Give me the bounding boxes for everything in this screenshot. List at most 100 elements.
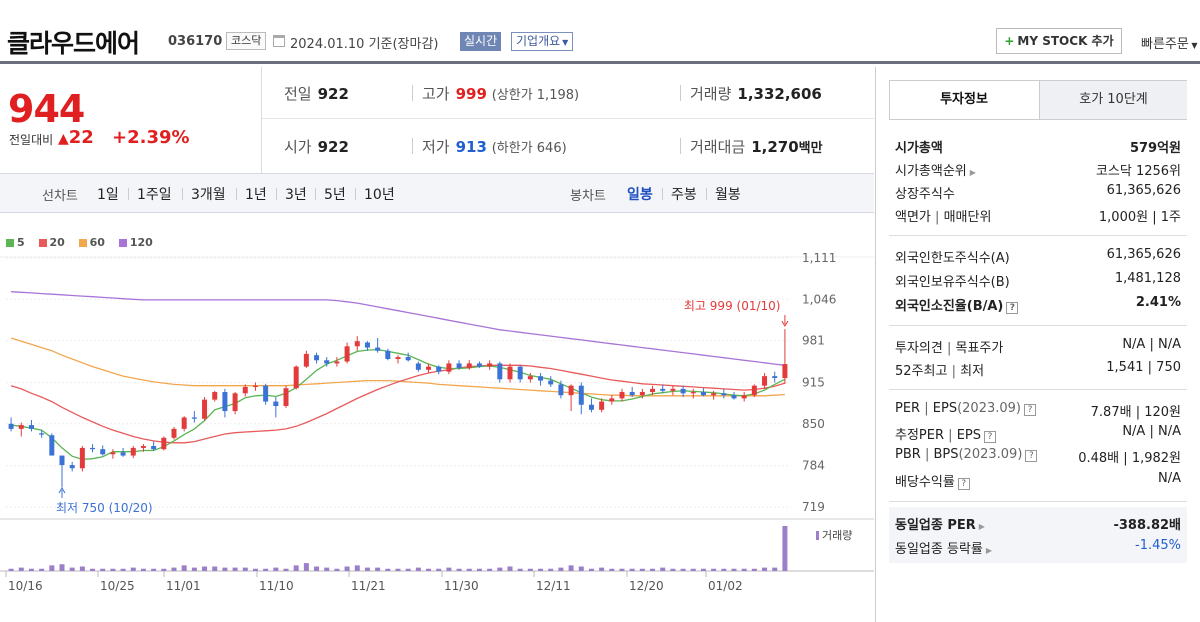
candle-weekly[interactable]: 주봉	[671, 187, 697, 203]
volume-bar	[28, 568, 34, 571]
volume-bar	[487, 568, 493, 571]
divider	[355, 188, 356, 200]
candle-body	[151, 446, 157, 450]
info-key-text: 추정PER	[895, 428, 945, 443]
volume-bar	[222, 567, 228, 571]
volume-bar	[334, 568, 340, 571]
candle-body	[772, 376, 778, 379]
info-value: N/A | N/A	[1122, 424, 1181, 439]
volume-bar	[619, 568, 625, 571]
candle-body	[8, 423, 14, 429]
volume-bar	[751, 568, 757, 571]
volume-bar	[405, 568, 411, 571]
volume-bar	[395, 568, 401, 571]
candle-body	[212, 392, 218, 400]
info-key-date: (2023.09)	[958, 447, 1023, 462]
info-key: PER | EPS(2023.09)?	[895, 401, 1036, 416]
info-value-text: 750	[1156, 360, 1181, 375]
help-icon[interactable]: ?	[1006, 302, 1019, 314]
info-row[interactable]: 동일업종 등락률 ▶ -1.45%	[895, 538, 1181, 560]
period-3y[interactable]: 3년	[285, 187, 307, 203]
period-1w[interactable]: 1주일	[137, 187, 172, 203]
info-value-text: N/A	[1122, 337, 1146, 352]
period-10y[interactable]: 10년	[364, 187, 395, 203]
x-tick-label: 12/20	[629, 579, 664, 593]
divider	[889, 325, 1187, 326]
candle-body	[527, 376, 533, 380]
candle-body	[232, 393, 238, 412]
plus-icon: +	[1004, 34, 1015, 48]
volume-bar	[69, 567, 75, 571]
candle-body	[130, 447, 136, 456]
info-value: 61,365,626	[1106, 247, 1181, 262]
info-row: PBR | BPS(2023.09)? 0.48배 | 1,982원	[895, 447, 1181, 469]
volume-bar	[426, 568, 432, 571]
volume-bar	[578, 566, 584, 571]
volume-bar	[90, 568, 96, 571]
add-my-stock-button[interactable]: + MY STOCK 추가	[996, 28, 1122, 54]
info-value: 코스닥 1256위	[1095, 164, 1181, 179]
candle-body	[90, 447, 96, 450]
tab-order-book[interactable]: 호가 10단계	[1039, 81, 1187, 119]
volume-bar	[252, 568, 258, 571]
stat-label: 시가	[284, 138, 312, 156]
candle-daily[interactable]: 일봉	[627, 187, 653, 203]
candle-body	[660, 388, 666, 391]
info-key-text: 동일업종 등락률	[895, 542, 983, 557]
low-annotation: 최저 750 (10/20)	[56, 501, 153, 515]
volume-bar	[568, 565, 574, 571]
lower-limit: (하한가 646)	[491, 141, 567, 156]
info-value: 2.41%	[1135, 295, 1181, 310]
info-key: 외국인소진율(B/A)?	[895, 295, 1019, 314]
tab-invest-info[interactable]: 투자정보	[890, 81, 1038, 119]
help-icon[interactable]: ?	[1025, 450, 1038, 462]
stats-row: 전일 922 고가 999 (상한가 1,198) 거래량 1,332,606	[262, 67, 874, 119]
volume-bar	[711, 568, 717, 571]
amount-stat: 거래대금 1,270백만	[690, 136, 823, 157]
stat-label: 거래대금	[690, 138, 746, 156]
legend-ma120: 120	[118, 236, 153, 249]
info-key: 동일업종 등락률 ▶	[895, 538, 992, 557]
info-row[interactable]: 시가총액순위 ▶ 코스닥 1256위	[895, 160, 1181, 182]
x-tick-label: 11/01	[166, 579, 201, 593]
calendar-icon	[273, 35, 285, 47]
candle-body	[385, 350, 391, 359]
period-1d[interactable]: 1일	[97, 187, 119, 203]
candle-body	[344, 346, 350, 362]
period-3m[interactable]: 3개월	[191, 187, 226, 203]
volume-bar	[517, 568, 523, 571]
company-overview-dropdown[interactable]: 기업개요 ▼	[511, 32, 574, 51]
candle-body	[59, 455, 65, 466]
candle-body	[690, 392, 696, 394]
candle-body	[517, 366, 523, 380]
live-button[interactable]: 실시간	[460, 32, 502, 51]
info-key: 시가총액	[895, 141, 943, 156]
caret-down-icon: ▼	[1188, 41, 1198, 50]
change-value: ▲22	[58, 127, 94, 148]
volume-bar	[18, 567, 24, 571]
candle-body	[731, 395, 737, 399]
volume-bar	[151, 568, 157, 571]
candle-body	[609, 398, 615, 402]
chart-period-bar: 선차트 1일 1주일 3개월 1년 3년 5년 10년 봉차트 일봉 주봉 월봉	[0, 173, 874, 213]
info-value: 1,481,128	[1114, 271, 1181, 286]
info-key-text: EPS	[932, 401, 958, 416]
period-5y[interactable]: 5년	[324, 187, 346, 203]
quick-order-dropdown[interactable]: 빠른주문 ▼	[1141, 33, 1198, 52]
volume-stat: 거래량 1,332,606	[690, 83, 822, 104]
candle-body	[18, 425, 24, 429]
help-icon[interactable]: ?	[1023, 404, 1036, 416]
candlestick-chart[interactable]: 1,111 1,046 981 915 850 784 719 10/16 10/25 11/01…	[0, 214, 874, 622]
info-value-text: N/A	[1158, 424, 1181, 439]
candle-body	[69, 465, 75, 469]
volume-bar	[79, 566, 85, 571]
info-key-date: (2023.09)	[957, 401, 1021, 416]
candle-monthly[interactable]: 월봉	[715, 187, 741, 203]
help-icon[interactable]: ?	[957, 478, 970, 490]
company-name: 클라우드에어	[7, 29, 140, 58]
company-overview-label: 기업개요	[516, 34, 561, 48]
period-1y[interactable]: 1년	[245, 187, 267, 203]
info-row[interactable]: 동일업종 PER ▶ -388.82배	[895, 514, 1181, 536]
y-tick-label: 784	[802, 459, 825, 473]
help-icon[interactable]: ?	[984, 431, 996, 443]
